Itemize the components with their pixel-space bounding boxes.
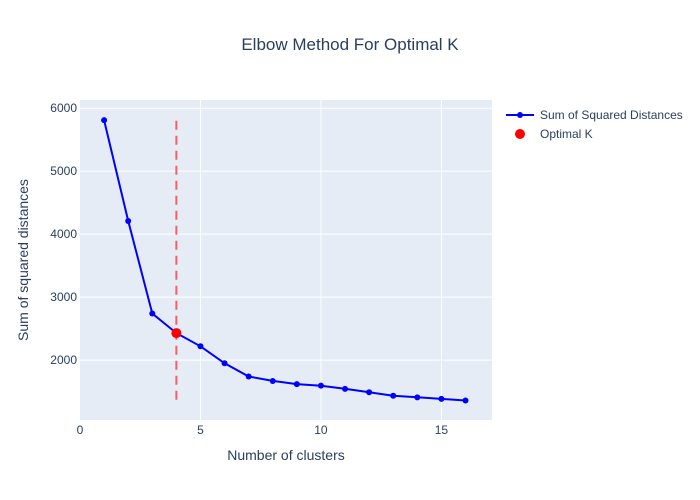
data-point <box>197 343 204 350</box>
x-tick-label: 15 <box>435 423 449 437</box>
data-point <box>293 381 300 388</box>
data-point <box>149 310 156 317</box>
series-line-sum-of-squared-distances <box>103 119 466 402</box>
data-point <box>269 377 276 384</box>
optimal-k-point <box>171 328 182 339</box>
data-point <box>414 394 421 401</box>
data-point <box>245 373 252 380</box>
y-axis-ticks: 2000 3000 4000 5000 6000 <box>50 101 77 367</box>
data-point <box>221 360 228 367</box>
y-tick-label: 3000 <box>50 290 77 304</box>
data-point <box>317 382 324 389</box>
legend-label-sum-of-squared-distances: Sum of Squared Distances <box>540 108 683 122</box>
data-point <box>125 217 132 224</box>
x-axis-ticks: 0 5 10 15 <box>77 423 449 437</box>
data-point <box>342 385 349 392</box>
legend-marker-sum-of-squared-distances <box>517 112 523 118</box>
x-tick-label: 5 <box>197 423 204 437</box>
y-tick-label: 2000 <box>50 353 77 367</box>
x-axis-title: Number of clusters <box>227 447 344 463</box>
data-point <box>101 117 108 124</box>
y-axis-title: Sum of squared distances <box>15 179 31 341</box>
data-point <box>366 389 373 396</box>
y-tick-label: 4000 <box>50 227 77 241</box>
legend-item-optimal-k[interactable]: Optimal K <box>515 127 593 141</box>
legend-marker-optimal-k <box>515 129 525 139</box>
data-point <box>390 392 397 399</box>
data-point <box>438 395 445 402</box>
x-tick-label: 0 <box>77 423 84 437</box>
legend-item-sum-of-squared-distances[interactable]: Sum of Squared Distances <box>506 108 683 122</box>
y-tick-label: 6000 <box>50 101 77 115</box>
chart-title: Elbow Method For Optimal K <box>241 35 459 54</box>
data-point <box>462 397 469 404</box>
legend[interactable]: Sum of Squared Distances Optimal K <box>506 108 683 141</box>
y-tick-label: 5000 <box>50 164 77 178</box>
plot-area <box>80 100 492 420</box>
x-tick-label: 10 <box>314 423 328 437</box>
legend-label-optimal-k: Optimal K <box>540 127 593 141</box>
series-layer <box>101 117 469 404</box>
